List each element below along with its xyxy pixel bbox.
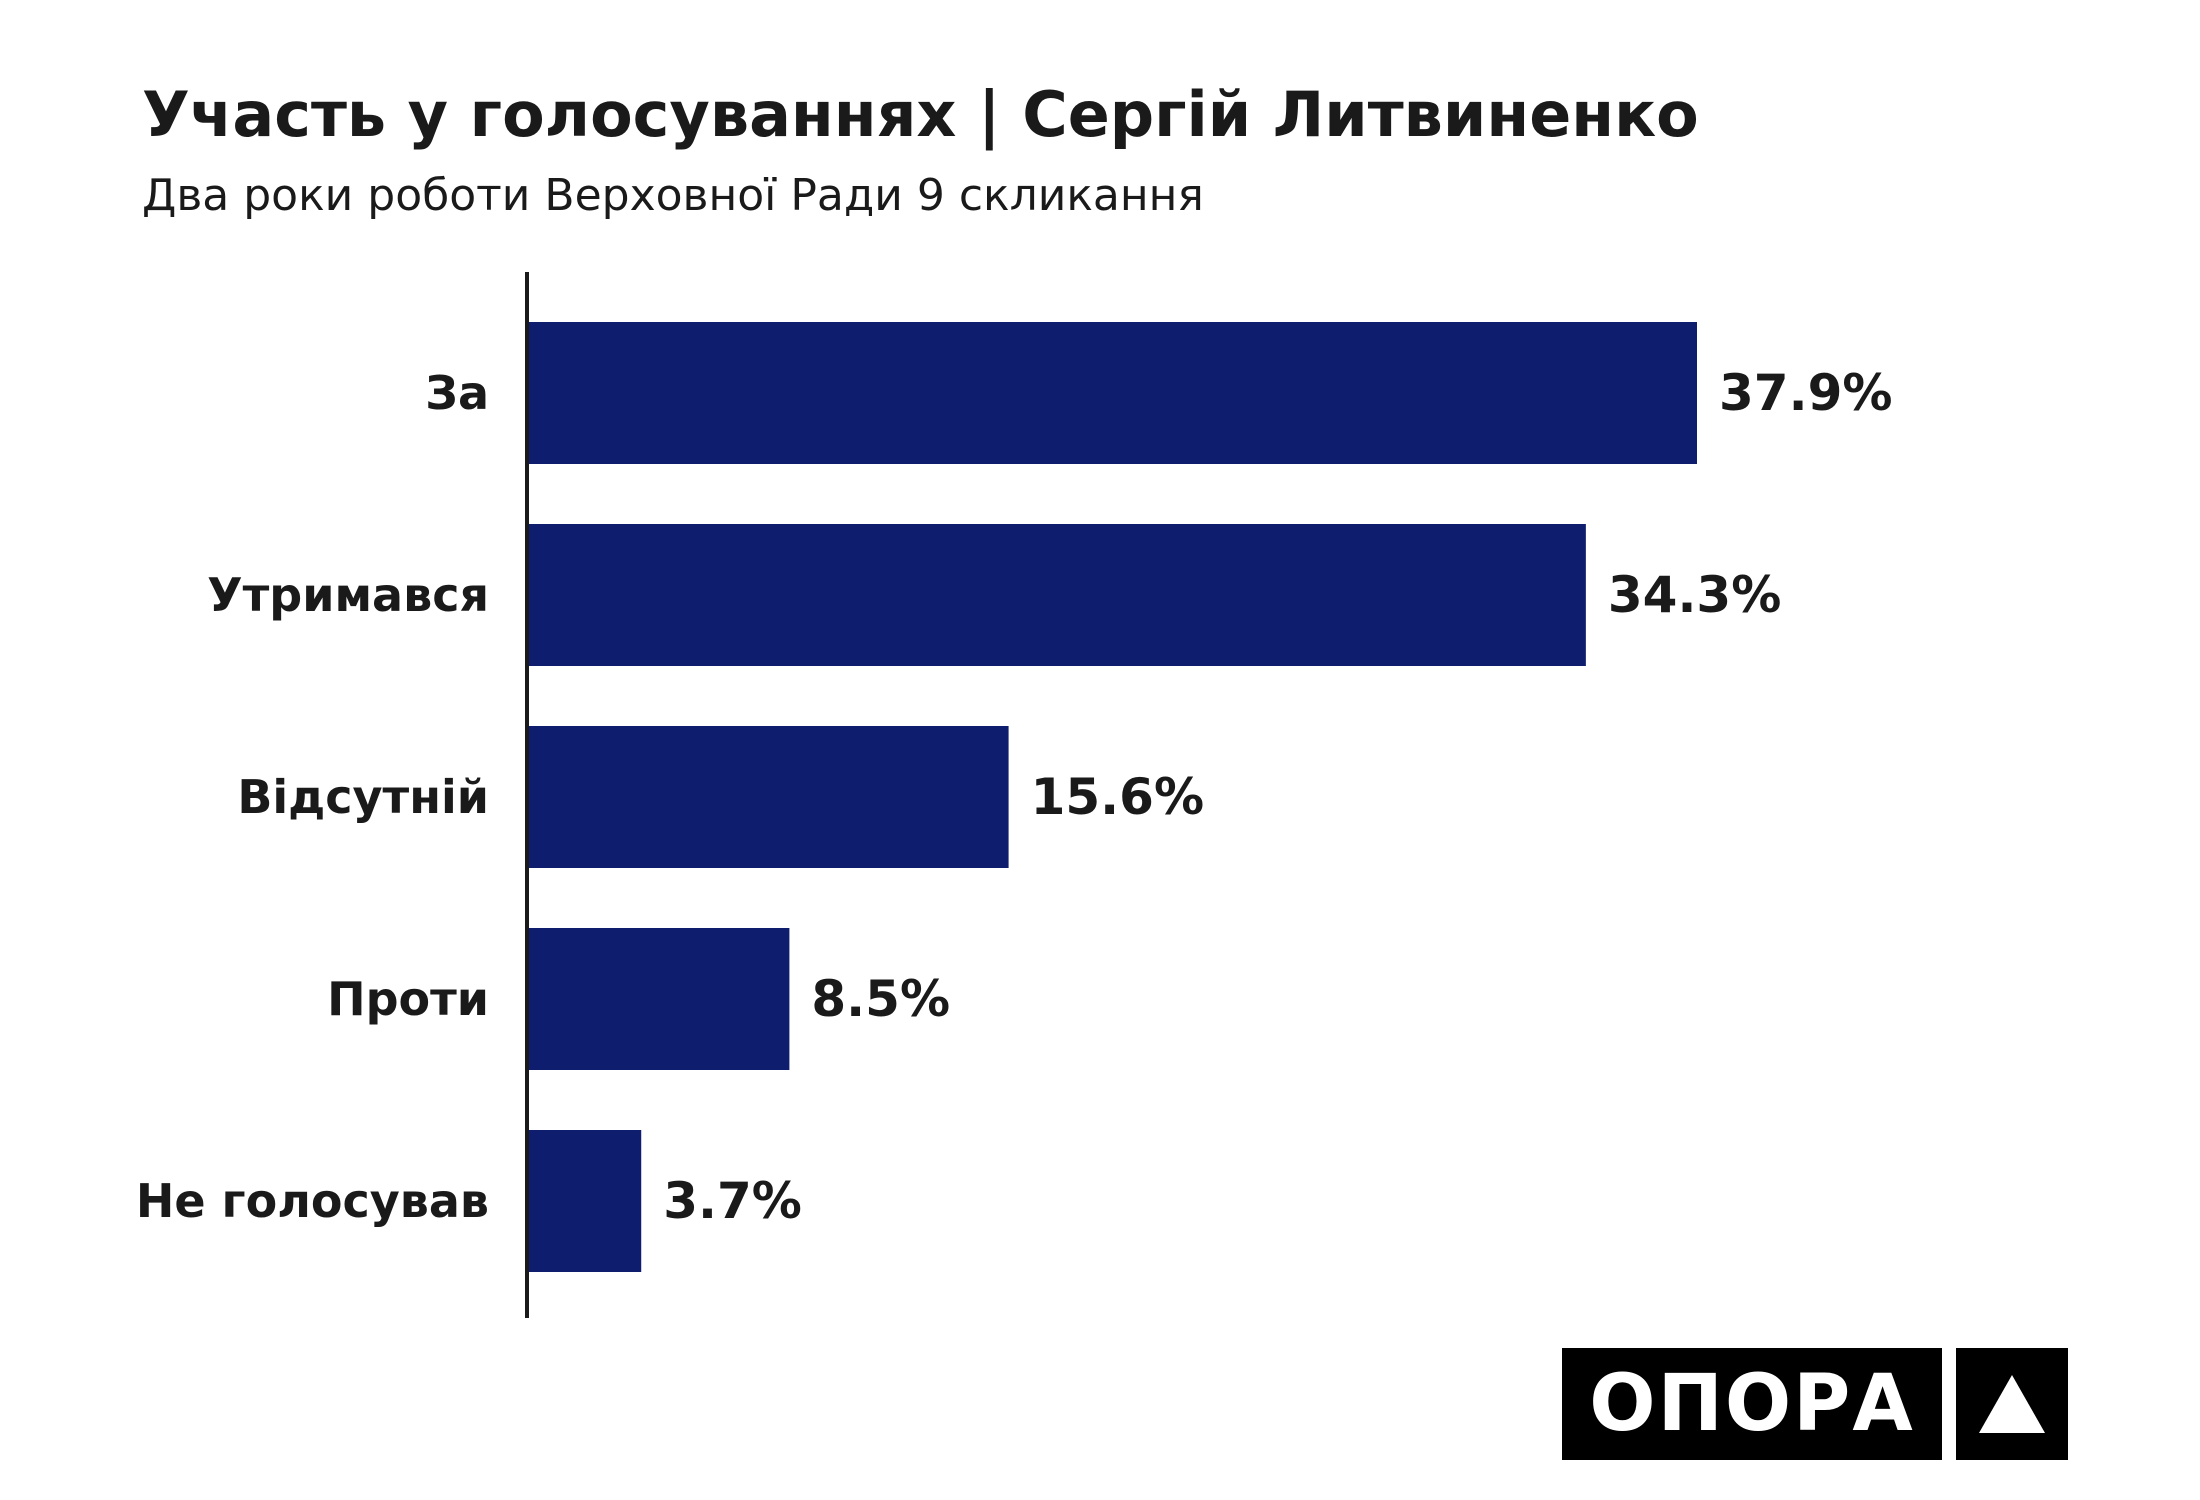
triangle-icon: [1956, 1348, 2068, 1460]
category-label-proty: Проти: [327, 972, 489, 1026]
category-label-ne-holosuvav: Не голосував: [136, 1174, 489, 1228]
bar-za: [527, 322, 1697, 464]
category-label-za: За: [425, 366, 489, 420]
opora-logo: ОПОРА: [1562, 1348, 2068, 1460]
logo-text: ОПОРА: [1562, 1348, 1942, 1460]
chart-subtitle: Два роки роботи Верховної Ради 9 скликан…: [142, 170, 1204, 221]
chart-title: Участь у голосуваннях | Сергій Литвиненк…: [142, 78, 1699, 151]
value-label-ne-holosuvav: 3.7%: [663, 1172, 802, 1230]
bar-vidsutnii: [527, 726, 1009, 868]
bar-proty: [527, 928, 790, 1070]
bar-ne-holosuvav: [527, 1130, 642, 1272]
value-label-utrymavsia: 34.3%: [1608, 566, 1781, 624]
category-label-utrymavsia: Утримався: [207, 568, 489, 622]
bar-utrymavsia: [527, 524, 1586, 666]
value-label-za: 37.9%: [1719, 364, 1892, 422]
value-label-vidsutnii: 15.6%: [1031, 768, 1204, 826]
value-label-proty: 8.5%: [811, 970, 950, 1028]
category-label-vidsutnii: Відсутній: [237, 770, 489, 824]
